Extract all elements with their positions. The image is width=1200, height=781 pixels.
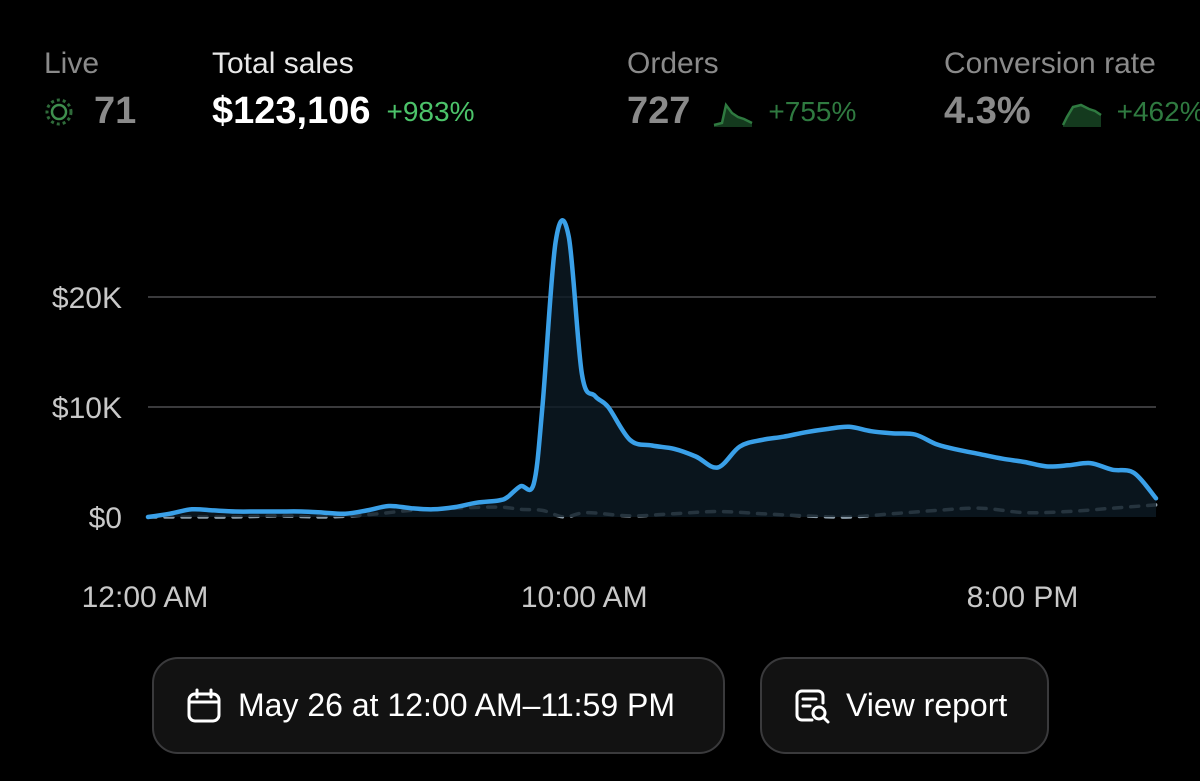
total-sales-value: $123,106 — [212, 90, 371, 132]
sales-line-chart[interactable]: $20K $10K $0 12:00 AM 10:00 AM 8:00 PM — [0, 180, 1200, 640]
conversion-delta: +462% — [1116, 95, 1200, 127]
conversion-label: Conversion rate — [944, 47, 1156, 80]
y-tick-label: $10K — [52, 392, 122, 425]
x-tick-label: 12:00 AM — [82, 581, 209, 614]
current-series-area — [148, 220, 1156, 517]
live-label: Live — [44, 47, 100, 80]
live-pulse-icon — [45, 98, 73, 125]
metrics-bar: Live 71 Total sales $123,106 +983% Order… — [0, 0, 1200, 140]
live-value: 71 — [94, 90, 137, 132]
date-range-button[interactable]: May 26 at 12:00 AM–11:59 PM — [152, 657, 725, 754]
orders-label: Orders — [627, 47, 719, 80]
orders-delta: +755% — [768, 95, 857, 127]
conversion-sparkline-icon — [1061, 103, 1102, 127]
metric-conversion-rate[interactable]: Conversion rate 4.3% +462% — [944, 44, 1200, 133]
x-tick-label: 10:00 AM — [521, 581, 648, 614]
y-tick-label: $0 — [89, 502, 122, 535]
date-range-label: May 26 at 12:00 AM–11:59 PM — [238, 687, 675, 723]
metric-total-sales[interactable]: Total sales $123,106 +983% — [212, 44, 474, 133]
current-series-line — [145, 218, 1159, 520]
orders-sparkline-icon — [714, 101, 753, 127]
calendar-icon — [187, 688, 221, 722]
metric-live[interactable]: Live 71 — [44, 44, 136, 133]
view-report-button[interactable]: View report — [760, 657, 1049, 754]
view-report-label: View report — [846, 687, 1008, 723]
y-tick-label: $20K — [52, 282, 122, 315]
conversion-value: 4.3% — [944, 90, 1031, 132]
metric-orders[interactable]: Orders 727 +755% — [627, 44, 856, 133]
x-tick-label: 8:00 PM — [967, 581, 1079, 614]
total-sales-label: Total sales — [212, 47, 354, 80]
orders-value: 727 — [627, 90, 691, 132]
total-sales-delta: +983% — [386, 95, 475, 127]
report-search-icon — [795, 689, 830, 723]
